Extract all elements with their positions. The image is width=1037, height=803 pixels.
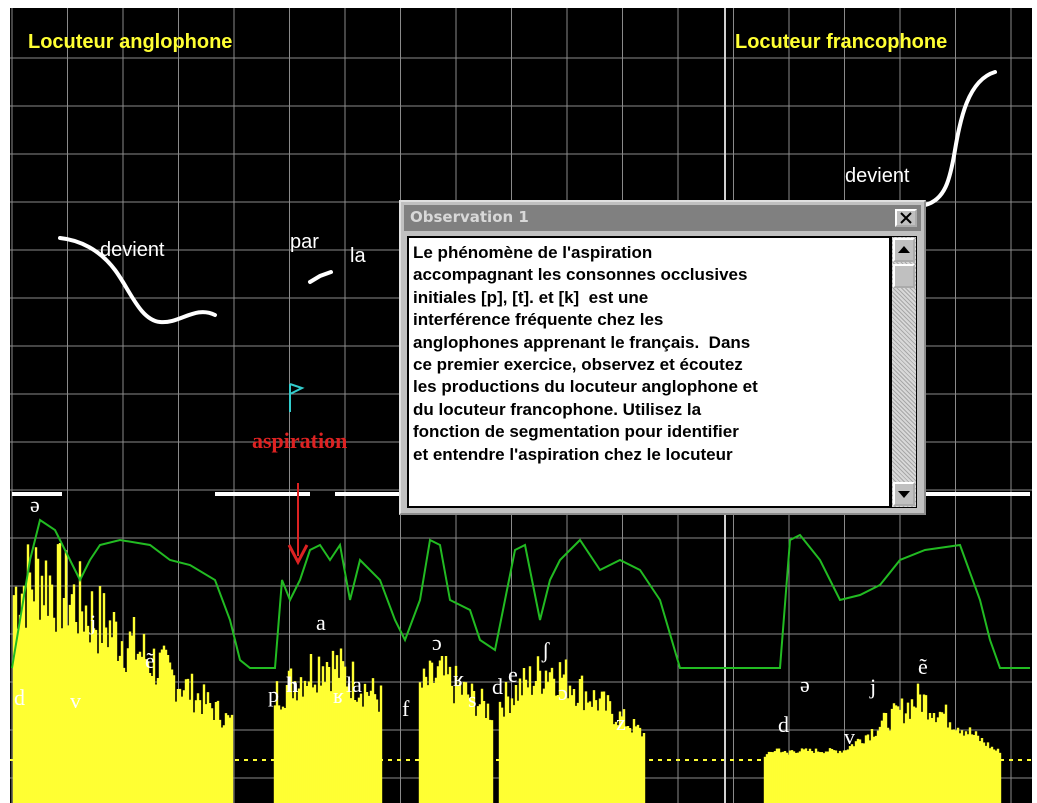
down-icon [898, 491, 910, 498]
phonetic-label: la [346, 672, 362, 697]
close-button[interactable] [895, 209, 917, 227]
phonetic-label: ɔ [432, 630, 442, 655]
phonetic-label: ʁ [453, 666, 464, 691]
scroll-down[interactable] [893, 482, 915, 506]
phonetic-label: ə [30, 492, 40, 517]
flag [289, 383, 305, 395]
phonetic-label: z [616, 710, 626, 735]
dialog-line: fonction de segmentation pour identifier [413, 422, 739, 442]
scroll-thumb[interactable] [893, 264, 915, 288]
arrow [287, 483, 309, 566]
phonetic-label: a [316, 610, 326, 635]
dialog-line: ce premier exercice, observez et écoutez [413, 355, 743, 375]
phonetic-label: e [508, 662, 518, 687]
panel-title: Locuteur francophone [735, 31, 947, 53]
word-label: devient [100, 239, 165, 261]
word-label: devient [845, 165, 910, 187]
pitch-curve [11, 518, 1030, 669]
flag-marker [289, 383, 305, 412]
scrollbar[interactable] [891, 236, 917, 508]
word-label: par [290, 231, 319, 253]
dialog-line: initiales [p], [t]. et [k] est une [413, 287, 649, 307]
dialog-line: interférence fréquente chez les [413, 310, 664, 330]
waveform [10, 542, 1032, 803]
phonetic-label: ẽ [918, 654, 928, 679]
phonetic-label: ɔ [558, 680, 568, 705]
observation-dialog: Observation 1 Le phénomène de l'aspirati… [399, 200, 926, 515]
dialog-line: et entendre l'aspiration chez le locuteu… [413, 444, 733, 464]
phonetic-label: d [14, 685, 25, 710]
phonetic-label: d [778, 712, 789, 737]
intonation-curve [308, 270, 333, 284]
intonation-curve [923, 70, 997, 207]
up-icon [898, 246, 910, 253]
intonation-curves [58, 70, 997, 325]
down-arrow [898, 491, 910, 498]
dialog-line: Le phénomène de l'aspiration [413, 243, 653, 262]
scroll-up[interactable] [893, 238, 915, 262]
dialog-line: accompagnant les consonnes occlusives [413, 265, 748, 285]
phonetic-label: ʃ [541, 638, 550, 663]
dialog-line: les productions du locuteur anglophone e… [413, 377, 758, 397]
arrow-head [287, 544, 309, 566]
dialog-title: Observation 1 [410, 208, 529, 226]
word-label: la [350, 245, 366, 267]
up-arrow [898, 246, 910, 253]
phonetic-label: s [468, 687, 477, 712]
close-cross [900, 212, 912, 224]
phonetic-label: p [268, 682, 279, 707]
phonetic-label: j [869, 674, 876, 699]
phonetic-label: ẽ [145, 648, 155, 673]
panel-title: Locuteur anglophone [28, 31, 232, 53]
phonetic-label: j [89, 610, 96, 635]
phonetic-label: h [286, 672, 298, 697]
phonetic-label: v [844, 724, 855, 749]
dialog-line: du locuteur francophone. Utilisez la [413, 399, 702, 419]
phonetic-label: ə [800, 672, 810, 697]
phonetic-label: v [70, 688, 81, 713]
dialog-title-bar: Observation 1 [404, 205, 921, 231]
dialog-line: anglophones apprenant le français. Dans [413, 332, 751, 352]
phonetic-label: ʁ [333, 683, 344, 708]
phonetic-label: d [492, 674, 503, 699]
phonetic-label: f [402, 696, 410, 721]
close-icon [900, 212, 912, 224]
intonation-curve [58, 236, 217, 325]
dialog-text: Le phénomène de l'aspiration accompagnant… [407, 236, 891, 508]
annotation: aspiration [252, 428, 347, 453]
